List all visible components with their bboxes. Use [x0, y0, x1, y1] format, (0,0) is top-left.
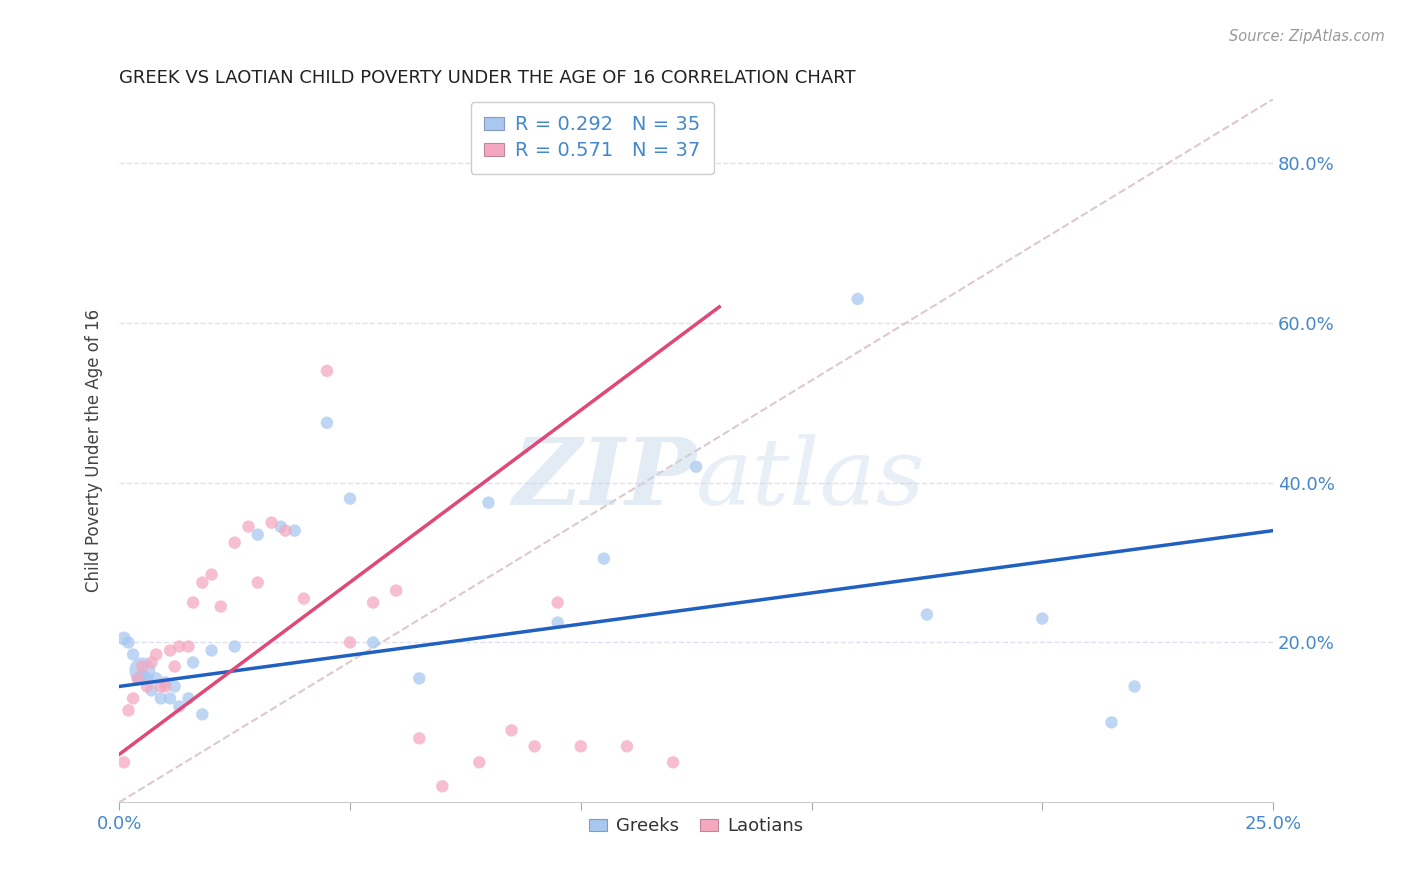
Point	[432, 779, 454, 793]
Point	[191, 575, 214, 590]
Point	[141, 656, 163, 670]
Point	[316, 416, 339, 430]
Point	[361, 595, 384, 609]
Point	[316, 364, 339, 378]
Point	[408, 731, 430, 746]
Point	[468, 756, 491, 770]
Point	[159, 643, 181, 657]
Point	[163, 659, 186, 673]
Point	[191, 707, 214, 722]
Point	[547, 595, 569, 609]
Point	[127, 672, 149, 686]
Point	[177, 691, 200, 706]
Point	[136, 680, 159, 694]
Point	[169, 699, 191, 714]
Point	[117, 635, 139, 649]
Point	[1031, 611, 1053, 625]
Point	[260, 516, 283, 530]
Point	[155, 675, 177, 690]
Point	[685, 459, 707, 474]
Point	[246, 575, 269, 590]
Point	[547, 615, 569, 630]
Y-axis label: Child Poverty Under the Age of 16: Child Poverty Under the Age of 16	[86, 310, 103, 592]
Point	[136, 672, 159, 686]
Point	[501, 723, 523, 738]
Point	[385, 583, 408, 598]
Point	[141, 683, 163, 698]
Point	[477, 496, 499, 510]
Point	[200, 567, 222, 582]
Text: ZIP: ZIP	[512, 434, 696, 524]
Point	[339, 491, 361, 506]
Point	[209, 599, 232, 614]
Point	[112, 632, 135, 646]
Text: GREEK VS LAOTIAN CHILD POVERTY UNDER THE AGE OF 16 CORRELATION CHART: GREEK VS LAOTIAN CHILD POVERTY UNDER THE…	[120, 69, 856, 87]
Point	[915, 607, 938, 622]
Point	[1101, 715, 1123, 730]
Point	[181, 656, 204, 670]
Point	[122, 691, 145, 706]
Point	[284, 524, 307, 538]
Point	[292, 591, 315, 606]
Point	[149, 691, 172, 706]
Point	[523, 739, 546, 754]
Point	[238, 519, 260, 533]
Point	[169, 640, 191, 654]
Point	[569, 739, 592, 754]
Point	[616, 739, 638, 754]
Point	[112, 756, 135, 770]
Point	[224, 640, 246, 654]
Point	[1123, 680, 1146, 694]
Legend: Greeks, Laotians: Greeks, Laotians	[582, 810, 811, 842]
Point	[145, 648, 167, 662]
Point	[592, 551, 614, 566]
Point	[200, 643, 222, 657]
Point	[127, 672, 149, 686]
Point	[181, 595, 204, 609]
Point	[159, 691, 181, 706]
Point	[155, 680, 177, 694]
Point	[224, 535, 246, 549]
Text: Source: ZipAtlas.com: Source: ZipAtlas.com	[1229, 29, 1385, 44]
Point	[177, 640, 200, 654]
Point	[361, 635, 384, 649]
Point	[145, 672, 167, 686]
Point	[339, 635, 361, 649]
Point	[163, 680, 186, 694]
Point	[149, 680, 172, 694]
Point	[408, 672, 430, 686]
Point	[131, 667, 153, 681]
Point	[246, 527, 269, 541]
Text: atlas: atlas	[696, 434, 925, 524]
Point	[131, 659, 153, 673]
Point	[270, 519, 292, 533]
Point	[122, 648, 145, 662]
Point	[274, 524, 297, 538]
Point	[131, 664, 153, 678]
Point	[846, 292, 869, 306]
Point	[662, 756, 685, 770]
Point	[117, 703, 139, 717]
